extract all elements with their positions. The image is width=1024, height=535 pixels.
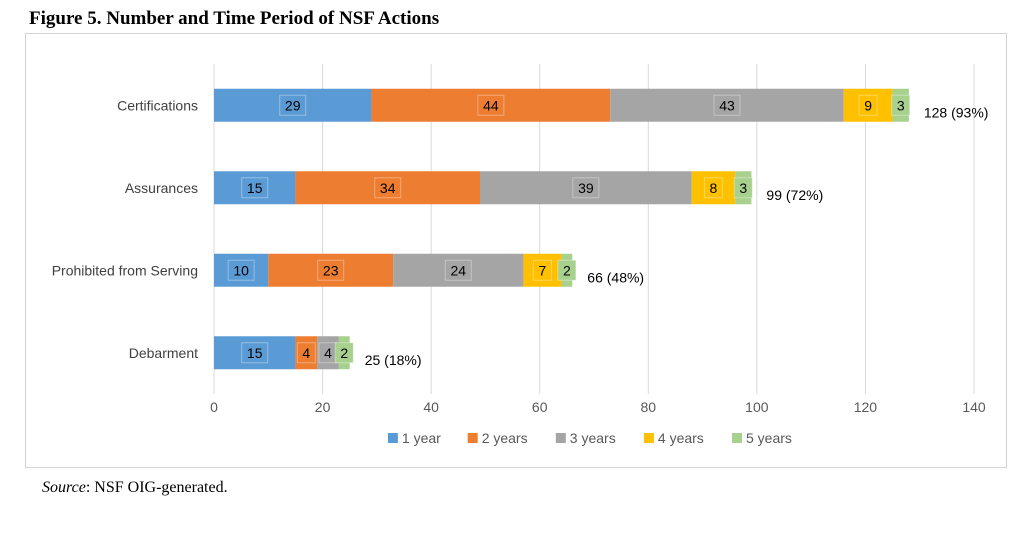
x-tick-label: 60 [532,399,548,415]
category-label: Prohibited from Serving [52,262,198,278]
legend-label: 1 year [402,430,441,446]
data-label-box [317,259,345,281]
x-tick-label: 120 [854,399,878,415]
x-tick-label: 80 [640,399,656,415]
total-label: 66 (48%) [587,269,644,285]
legend-swatch [732,433,742,443]
data-label-box [532,259,552,281]
data-label: 2 [563,262,571,278]
data-label-box [891,94,911,116]
data-label-box [477,94,505,116]
data-label-box [557,259,577,281]
data-label: 23 [323,262,339,278]
legend-swatch [387,433,398,443]
data-label-box [227,259,255,281]
data-label: 39 [578,180,594,196]
data-label: 34 [380,180,396,196]
total-label: 128 (93%) [924,104,989,120]
legend-swatch [643,433,654,443]
total-label: 99 (72%) [766,187,823,203]
data-label: 9 [864,97,872,113]
data-label-box [296,342,316,364]
source-label: Source [42,479,86,496]
data-label-box [703,177,723,199]
data-label-box [241,342,269,364]
data-label: 15 [247,180,263,196]
category-label: Assurances [125,180,198,196]
legend-swatch [555,433,566,443]
x-tick-label: 100 [745,399,769,415]
chart-frame: 29 44 43 9 3 128 (93%) 15 34 39 8 3 99 (72%) 10 23 24 7… [25,33,1007,468]
data-label: 7 [539,262,547,278]
x-tick-label: 0 [210,399,218,415]
legend-label: 4 years [658,430,704,446]
data-label: 4 [302,345,310,361]
x-axis-ticks: 0 20 40 60 80 100 120 140 [210,399,986,415]
source-text: : NSF OIG-generated. [85,479,228,496]
x-tick-label: 40 [423,399,439,415]
source-note: Source: NSF OIG-generated. [42,479,228,497]
x-tick-label: 140 [962,399,986,415]
bars: 29 44 43 9 3 128 (93%)15 34 39 8 3 99 (72%)10 23 24 7… [214,88,989,370]
data-label: 4 [324,345,332,361]
data-label: 29 [285,97,301,113]
data-label: 24 [450,262,466,278]
data-label-box [733,177,753,199]
category-label: Debarment [129,345,198,361]
category-label: Certifications [117,97,198,113]
data-label: 43 [719,97,735,113]
data-label-box [334,342,354,364]
data-label: 3 [897,97,905,113]
data-label: 8 [710,180,718,196]
data-label-box [713,94,741,116]
legend-label: 3 years [570,430,616,446]
legend-label: 5 years [746,430,792,446]
data-label: 2 [340,345,348,361]
legend: 1 year 2 years 3 years 4 years 5 years [387,430,792,446]
data-label-box [279,94,307,116]
data-label-box [444,259,472,281]
total-label: 25 (18%) [365,352,422,368]
data-label-box [858,94,878,116]
data-label-box [374,177,402,199]
legend-label: 2 years [482,430,528,446]
legend-swatch [467,433,478,443]
data-label: 10 [233,262,249,278]
data-label: 15 [247,345,263,361]
stacked-bar-chart: 29 44 43 9 3 128 (93%)15 34 39 8 3 99 (72%)10 23 24 7… [52,64,989,446]
x-tick-label: 20 [315,399,331,415]
data-label-box [241,177,269,199]
data-label: 44 [483,97,499,113]
figure-title: Figure 5. Number and Time Period of NSF … [29,8,440,29]
data-label-box [572,177,600,199]
data-label: 3 [739,180,747,196]
category-labels: Certifications Assurances Prohibited from … [52,97,198,361]
